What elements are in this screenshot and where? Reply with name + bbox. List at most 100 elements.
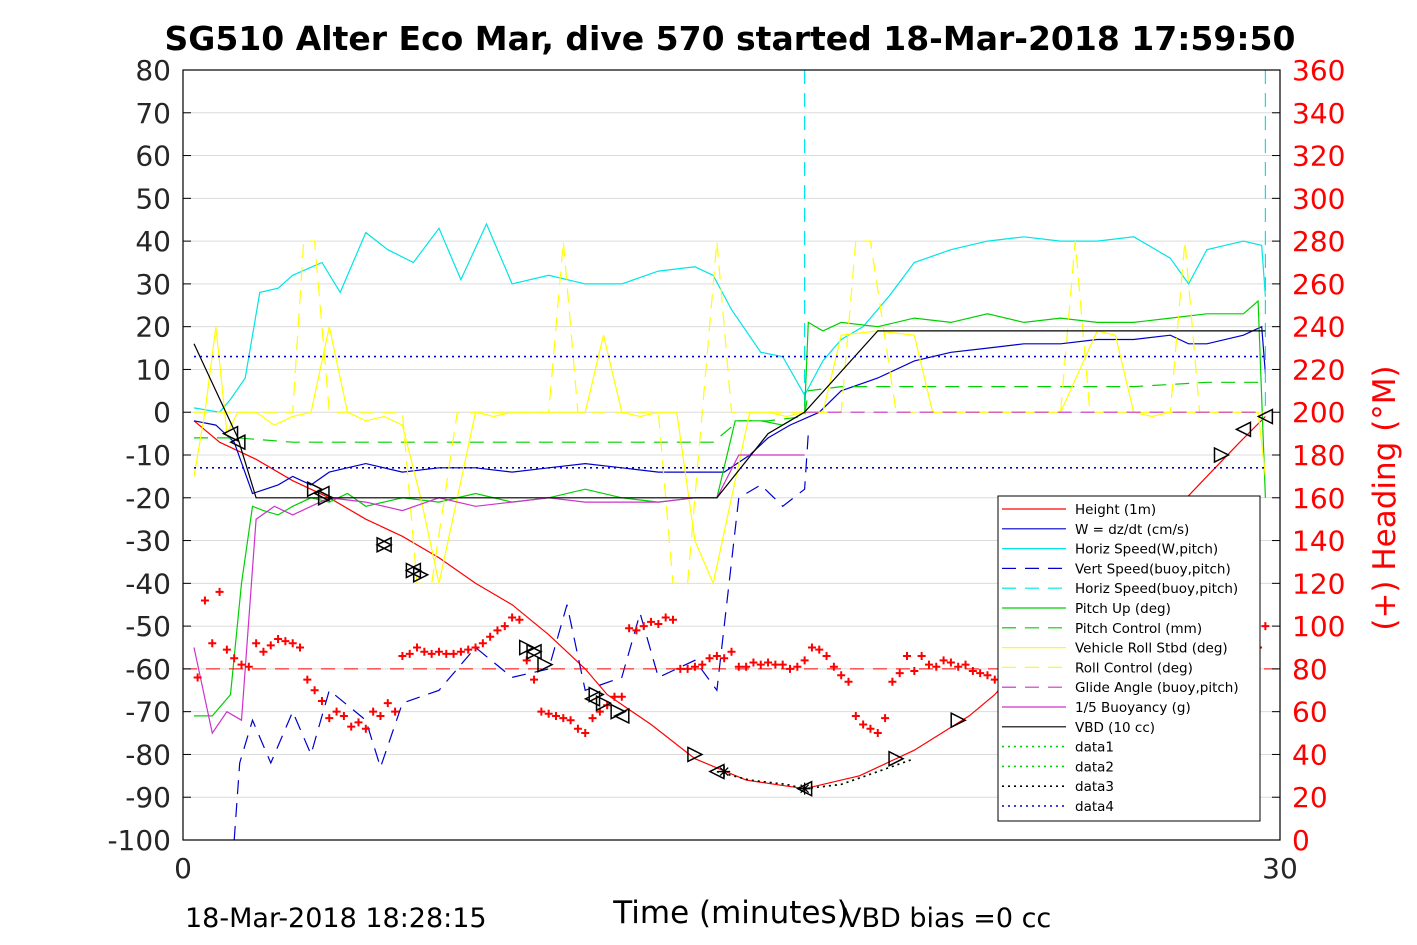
heading-point <box>654 619 663 628</box>
heading-point <box>222 645 231 654</box>
heading-point <box>946 658 955 667</box>
heading-point <box>559 714 568 723</box>
heading-point <box>837 671 846 680</box>
left-triangle-marker <box>525 643 542 660</box>
heading-point <box>500 622 509 631</box>
right-triangle-marker <box>687 746 704 763</box>
right-triangle-marker <box>595 694 613 712</box>
y-right-tick-label: 140 <box>1292 525 1345 558</box>
y-right-tick-label: 260 <box>1292 268 1345 301</box>
heading-point <box>895 669 904 678</box>
heading-point <box>296 643 305 652</box>
heading-point <box>537 707 546 716</box>
heading-point <box>786 664 795 673</box>
x-tick-label: 0 <box>174 852 192 885</box>
heading-point <box>413 643 422 652</box>
heading-point <box>508 613 517 622</box>
left-triangle-marker <box>375 536 392 554</box>
legend-entry: W = dz/dt (cm/s) <box>1075 522 1189 538</box>
heading-point <box>771 660 780 669</box>
y-tick-label: 20 <box>135 311 171 344</box>
heading-point <box>471 643 480 652</box>
legend-box <box>997 495 1261 822</box>
heading-point <box>851 711 860 720</box>
heading-point <box>924 660 933 669</box>
legend-entry: data1 <box>1075 740 1114 756</box>
y-right-tick-label: 120 <box>1292 567 1345 600</box>
heading-point <box>347 722 356 731</box>
y-right-tick-label: 80 <box>1292 653 1328 686</box>
heading-point <box>720 654 729 663</box>
heading-point <box>427 649 436 658</box>
heading-point <box>829 662 838 671</box>
heading-point <box>639 622 648 631</box>
chart-title: SG510 Alter Eco Mar, dive 570 started 18… <box>165 19 1296 58</box>
right-triangle-marker <box>317 489 335 506</box>
y-right-tick-label: 340 <box>1292 97 1345 130</box>
left-triangle-marker <box>221 425 239 442</box>
y-right-tick-label: 40 <box>1292 738 1328 771</box>
y-tick-label: -10 <box>125 439 171 472</box>
y-right-tick-label: 360 <box>1292 54 1345 87</box>
heading-point <box>705 654 714 663</box>
y-tick-label: 70 <box>135 97 171 130</box>
y-tick-label: -70 <box>125 696 171 729</box>
heading-point <box>588 714 597 723</box>
heading-point <box>405 649 414 658</box>
heading-point <box>442 649 451 658</box>
heading-point <box>683 664 692 673</box>
heading-point <box>961 660 970 669</box>
series-line <box>193 325 1266 495</box>
heading-point <box>954 662 963 671</box>
heading-point <box>727 647 736 656</box>
heading-point <box>332 707 341 716</box>
heading-point <box>610 692 619 701</box>
heading-point <box>464 645 473 654</box>
heading-point <box>793 662 802 671</box>
legend-entry: Pitch Up (deg) <box>1075 601 1171 617</box>
y-tick-label: 50 <box>135 182 171 215</box>
footer-vbd-bias: VBD bias =0 cc <box>843 903 1051 934</box>
x-axis: 0 30 <box>174 852 1298 885</box>
heading-point <box>573 724 582 733</box>
y-right-tick-label: 300 <box>1292 182 1345 215</box>
right-triangle-marker <box>888 750 905 767</box>
legend-entry: data4 <box>1075 799 1114 815</box>
heading-point <box>317 696 326 705</box>
heading-point <box>939 656 948 665</box>
heading-point <box>215 587 224 596</box>
heading-point <box>237 660 246 669</box>
heading-point <box>486 632 495 641</box>
y-right-tick-label: 220 <box>1292 353 1345 386</box>
right-triangle-marker <box>1213 446 1231 464</box>
heading-point <box>230 654 239 663</box>
heading-point <box>310 686 319 695</box>
heading-point <box>376 711 385 720</box>
right-triangle-marker <box>306 481 324 498</box>
series-line <box>233 433 809 841</box>
y-tick-label: 40 <box>135 225 171 258</box>
legend-entry: Vehicle Roll Stbd (deg) <box>1075 641 1228 657</box>
heading-point <box>756 660 765 669</box>
y-right-tick-label: 160 <box>1292 482 1345 515</box>
y-right-tick-label: 320 <box>1292 140 1345 173</box>
legend-entry: Glide Angle (buoy,pitch) <box>1075 680 1239 696</box>
legend-entry: data3 <box>1075 779 1114 795</box>
heading-point <box>625 624 634 633</box>
heading-point <box>303 675 312 684</box>
legend-entry: VBD (10 cc) <box>1075 720 1155 736</box>
series-line <box>194 381 1266 443</box>
heading-point <box>910 667 919 676</box>
left-triangle-marker <box>404 562 422 579</box>
star-marker <box>798 782 811 795</box>
heading-point <box>383 699 392 708</box>
left-triangle-marker <box>583 690 601 708</box>
heading-point <box>266 641 275 650</box>
heading-point <box>449 649 458 658</box>
series-line <box>193 222 1266 413</box>
heading-point <box>859 720 868 729</box>
heading-point <box>478 639 487 648</box>
legend-entry: Horiz Speed(W,pitch) <box>1075 542 1218 558</box>
heading-point <box>647 617 656 626</box>
